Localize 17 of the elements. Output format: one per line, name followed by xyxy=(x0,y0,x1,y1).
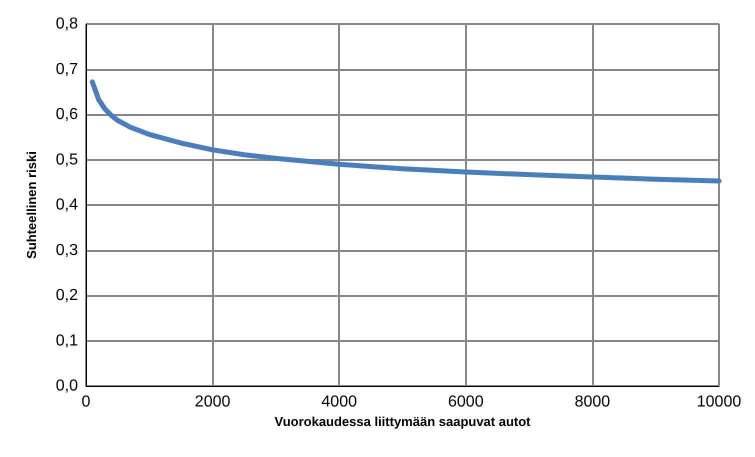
x-axis-title: Vuorokaudessa liittymään saapuvat autot xyxy=(274,414,532,429)
x-tick-label: 8000 xyxy=(574,394,610,410)
y-tick-label: 0,7 xyxy=(56,60,78,78)
y-tick-label: 0,4 xyxy=(56,196,78,214)
y-tick-label: 0,8 xyxy=(56,16,78,32)
x-tick-label: 4000 xyxy=(321,394,358,410)
y-tick-label: 0,5 xyxy=(56,151,78,168)
x-tick-label: 2000 xyxy=(194,394,230,410)
y-tick-label: 0,6 xyxy=(56,106,78,123)
x-tick-label: 10000 xyxy=(696,394,742,410)
x-tick-label: 6000 xyxy=(448,394,484,410)
y-tick-label: 0,1 xyxy=(56,332,78,350)
x-tick-label: 0 xyxy=(82,394,91,410)
y-axis-title: Suhteellinen riski xyxy=(24,151,39,259)
y-tick-label: 0,3 xyxy=(56,242,78,259)
y-tick-label: 0,0 xyxy=(56,378,78,394)
y-tick-label: 0,2 xyxy=(56,287,78,304)
